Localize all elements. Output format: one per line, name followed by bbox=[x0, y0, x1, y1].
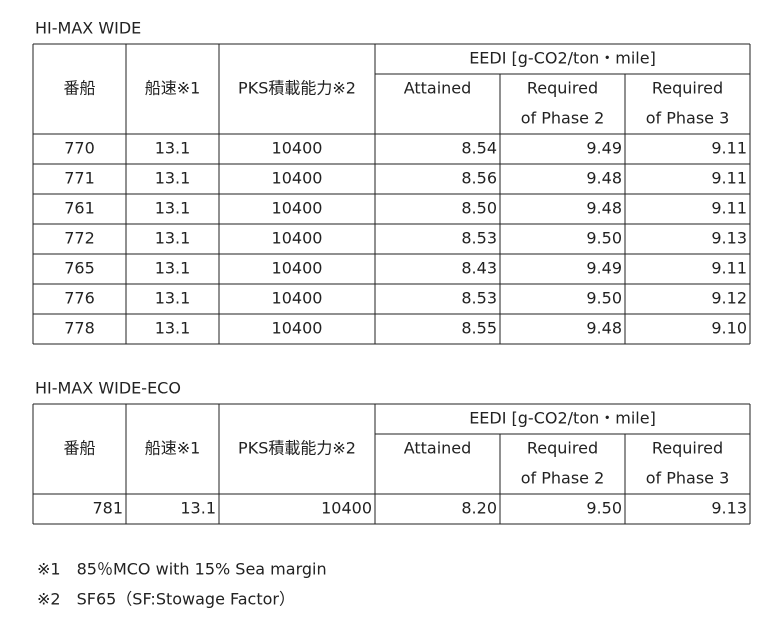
footnote: ※1 85％MCO with 15% Sea margin bbox=[37, 560, 327, 579]
table-cell: 10400 bbox=[272, 319, 323, 338]
table-cell: 9.50 bbox=[586, 289, 622, 308]
table-cell: 9.13 bbox=[711, 499, 747, 518]
column-header: 番船 bbox=[63, 79, 95, 98]
table-cell: 9.11 bbox=[711, 139, 747, 158]
table-cell: 9.13 bbox=[711, 229, 747, 248]
column-header: Required bbox=[527, 439, 598, 458]
table-cell: 9.11 bbox=[711, 199, 747, 218]
table-cell: 13.1 bbox=[155, 199, 191, 218]
table-cell: 9.49 bbox=[586, 259, 622, 278]
table-cell: 765 bbox=[64, 259, 95, 278]
table-cell: 8.53 bbox=[461, 289, 497, 308]
column-header: of Phase 2 bbox=[521, 469, 605, 488]
column-header: 番船 bbox=[63, 439, 95, 458]
table-cell: 9.12 bbox=[711, 289, 747, 308]
table-cell: 10400 bbox=[272, 289, 323, 308]
table-cell: 10400 bbox=[321, 499, 372, 518]
table-cell: 771 bbox=[64, 169, 95, 188]
table-cell: 770 bbox=[64, 139, 95, 158]
table-cell: 13.1 bbox=[155, 169, 191, 188]
table-cell: 761 bbox=[64, 199, 95, 218]
table-cell: 13.1 bbox=[180, 499, 216, 518]
table-cell: 10400 bbox=[272, 199, 323, 218]
table-cell: 8.43 bbox=[461, 259, 497, 278]
table-title: HI-MAX WIDE bbox=[35, 19, 141, 38]
column-header: Required bbox=[652, 79, 723, 98]
group-header: EEDI [g-CO2/ton・mile] bbox=[469, 409, 656, 428]
table-title: HI-MAX WIDE-ECO bbox=[35, 379, 181, 398]
column-header: of Phase 3 bbox=[646, 469, 730, 488]
column-header: Required bbox=[652, 439, 723, 458]
table-cell: 8.56 bbox=[461, 169, 497, 188]
footnote: ※2 SF65（SF:Stowage Factor） bbox=[37, 590, 295, 609]
table-cell: 776 bbox=[64, 289, 95, 308]
table-cell: 9.50 bbox=[586, 229, 622, 248]
table-cell: 13.1 bbox=[155, 289, 191, 308]
group-header: EEDI [g-CO2/ton・mile] bbox=[469, 49, 656, 68]
table-cell: 778 bbox=[64, 319, 95, 338]
table-cell: 9.48 bbox=[586, 319, 622, 338]
table-cell: 9.10 bbox=[711, 319, 747, 338]
table-cell: 10400 bbox=[272, 229, 323, 248]
table-cell: 13.1 bbox=[155, 229, 191, 248]
table-cell: 9.11 bbox=[711, 169, 747, 188]
table-cell: 10400 bbox=[272, 259, 323, 278]
column-header: 船速※1 bbox=[145, 439, 201, 458]
table-cell: 8.53 bbox=[461, 229, 497, 248]
column-header: Attained bbox=[404, 439, 472, 458]
table-cell: 9.48 bbox=[586, 199, 622, 218]
table-cell: 9.50 bbox=[586, 499, 622, 518]
table-cell: 10400 bbox=[272, 169, 323, 188]
column-header: PKS積載能力※2 bbox=[238, 439, 356, 458]
column-header: Required bbox=[527, 79, 598, 98]
table-cell: 13.1 bbox=[155, 259, 191, 278]
table-cell: 772 bbox=[64, 229, 95, 248]
column-header: 船速※1 bbox=[145, 79, 201, 98]
column-header: PKS積載能力※2 bbox=[238, 79, 356, 98]
table-cell: 9.11 bbox=[711, 259, 747, 278]
table-cell: 13.1 bbox=[155, 319, 191, 338]
table-cell: 8.50 bbox=[461, 199, 497, 218]
table-cell: 10400 bbox=[272, 139, 323, 158]
table-cell: 781 bbox=[92, 499, 123, 518]
table-cell: 9.49 bbox=[586, 139, 622, 158]
table-cell: 9.48 bbox=[586, 169, 622, 188]
table-cell: 8.20 bbox=[461, 499, 497, 518]
column-header: Attained bbox=[404, 79, 472, 98]
column-header: of Phase 3 bbox=[646, 109, 730, 128]
table-cell: 8.55 bbox=[461, 319, 497, 338]
column-header: of Phase 2 bbox=[521, 109, 605, 128]
table-cell: 13.1 bbox=[155, 139, 191, 158]
table-cell: 8.54 bbox=[461, 139, 497, 158]
